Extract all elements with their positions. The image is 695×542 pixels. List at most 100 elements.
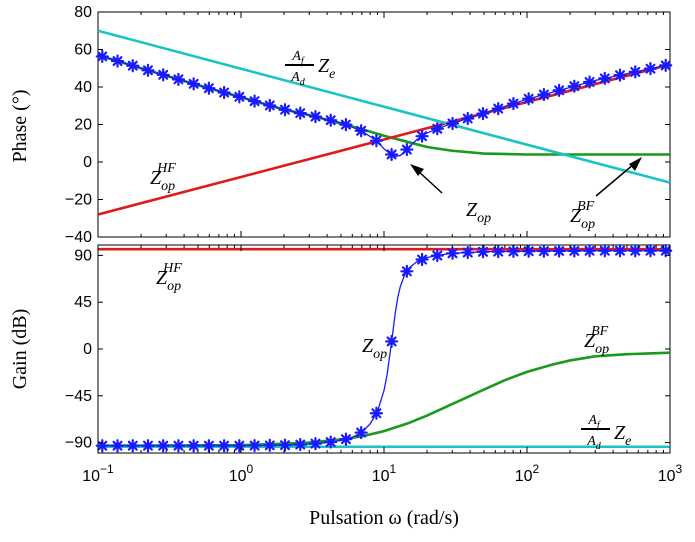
phase-ytick-label: 80 <box>74 4 92 21</box>
phase-bf-arrow <box>595 157 642 197</box>
phase-y-axis-label: Phase (°) <box>9 90 31 163</box>
gain-zop-marker <box>430 248 444 263</box>
phase-af-line <box>97 29 671 184</box>
phase-zop-marker <box>430 122 444 136</box>
phase-hf-label: ZopHF <box>150 161 176 194</box>
gain-zop-marker <box>400 264 414 278</box>
gain-zop-marker <box>415 252 429 267</box>
gain-zop-marker <box>247 438 262 453</box>
phase-zop-marker <box>582 75 597 89</box>
gain-zop-marker <box>354 425 368 440</box>
gain-ytick-label: 45 <box>74 294 92 311</box>
xtick-label: 100 <box>229 462 254 485</box>
svg-text:Af: Af <box>291 49 305 67</box>
gain-zop-marker <box>445 246 460 260</box>
phase-zop-marker <box>659 58 673 73</box>
svg-text:Ze: Ze <box>614 422 631 449</box>
gain-hf-label: ZopHF <box>156 261 182 294</box>
xtick-label: 102 <box>515 462 540 485</box>
gain-zop-marker <box>643 244 658 258</box>
xtick-label: 101 <box>372 462 397 485</box>
phase-hf-line <box>97 63 671 216</box>
gain-zop-marker <box>461 245 475 260</box>
gain-zop-marker <box>141 439 155 453</box>
phase-af-fraction-label: Af Ad Ze <box>285 49 335 88</box>
gain-zop-marker <box>202 439 216 453</box>
gain-bf-label: ZopBF <box>584 324 609 357</box>
phase-ytick-label: 20 <box>74 117 92 134</box>
phase-zop-marker <box>643 62 658 76</box>
phase-zop-marker <box>156 68 170 82</box>
phase-zop-marker <box>385 147 399 162</box>
gain-zop-marker <box>582 244 597 258</box>
gain-zop-marker <box>110 439 125 453</box>
gain-zop-marker <box>476 245 490 259</box>
xtick-label: 10−1 <box>82 462 114 485</box>
phase-zop-arrow <box>410 164 443 194</box>
phase-zop-marker <box>339 118 353 132</box>
gain-bf-line <box>97 351 671 448</box>
phase-zop-marker <box>552 83 566 97</box>
gain-zop-marker <box>552 244 566 258</box>
gain-zop-label: Zop <box>362 335 387 362</box>
phase-zop-marker <box>232 90 246 104</box>
phase-zop-marker <box>445 116 460 131</box>
gain-zop-marker <box>385 334 399 349</box>
gain-zop-marker <box>659 244 673 258</box>
phase-zop-marker <box>293 106 307 120</box>
gain-zop-marker <box>156 439 170 453</box>
phase-zop-label: Zop <box>466 199 491 226</box>
phase-zop-marker <box>263 98 277 113</box>
gain-ytick-label: 0 <box>83 341 92 358</box>
gain-zop-marker <box>232 439 246 453</box>
phase-zop-marker <box>126 59 140 73</box>
phase-zop-marker <box>217 85 231 100</box>
phase-zop-marker <box>628 65 642 79</box>
gain-ytick-label: −45 <box>65 388 92 405</box>
gain-zop-marker <box>522 244 536 258</box>
phase-zop-marker <box>506 97 521 111</box>
gain-zop-marker <box>171 439 186 453</box>
phase-zop-marker <box>400 142 414 157</box>
svg-text:Af: Af <box>587 413 601 431</box>
svg-text:Ad: Ad <box>586 434 602 452</box>
x-axis-label: Pulsation ω (rad/s) <box>309 507 459 529</box>
phase-zop-marker <box>369 134 383 148</box>
gain-zop-marker <box>628 244 642 258</box>
phase-zop-marker <box>415 129 429 143</box>
phase-zop-marker <box>567 79 581 93</box>
phase-zop-marker <box>171 72 186 86</box>
gain-zop-marker <box>339 432 353 446</box>
gain-zop-marker <box>613 244 627 258</box>
gain-zop-marker <box>491 244 505 259</box>
phase-zop-marker <box>476 106 490 121</box>
phase-zop-marker <box>278 103 292 117</box>
phase-zop-marker <box>308 109 323 124</box>
gain-ytick-label: 90 <box>74 247 92 264</box>
gain-zop-marker <box>537 244 551 258</box>
xtick-label: 103 <box>658 462 683 485</box>
phase-ytick-label: −40 <box>65 229 92 246</box>
phase-zop-marker <box>461 111 475 126</box>
svg-text:Ze: Ze <box>318 55 335 82</box>
phase-zop-marker <box>110 54 125 68</box>
phase-zop-marker <box>95 49 109 64</box>
gain-zop-marker <box>263 438 277 452</box>
gain-zop-marker <box>324 435 338 449</box>
gain-af-fraction-label: Af Ad Ze <box>581 413 631 452</box>
gain-zop-marker <box>308 437 323 451</box>
phase-zop-marker <box>247 94 262 108</box>
phase-zop-marker <box>537 87 551 102</box>
gain-zop-marker <box>293 437 307 452</box>
phase-zop-marker <box>187 77 201 91</box>
gain-ytick-label: −90 <box>65 435 92 452</box>
phase-ytick-label: −20 <box>65 192 92 209</box>
phase-zop-marker <box>491 101 505 116</box>
phase-bf-label: ZopBF <box>570 199 595 232</box>
phase-zop-marker <box>141 63 155 77</box>
gain-y-axis-label: Gain (dB) <box>9 309 31 390</box>
gain-zop-marker <box>598 244 612 258</box>
phase-ytick-label: 0 <box>83 154 92 171</box>
phase-ytick-label: 40 <box>74 79 92 96</box>
